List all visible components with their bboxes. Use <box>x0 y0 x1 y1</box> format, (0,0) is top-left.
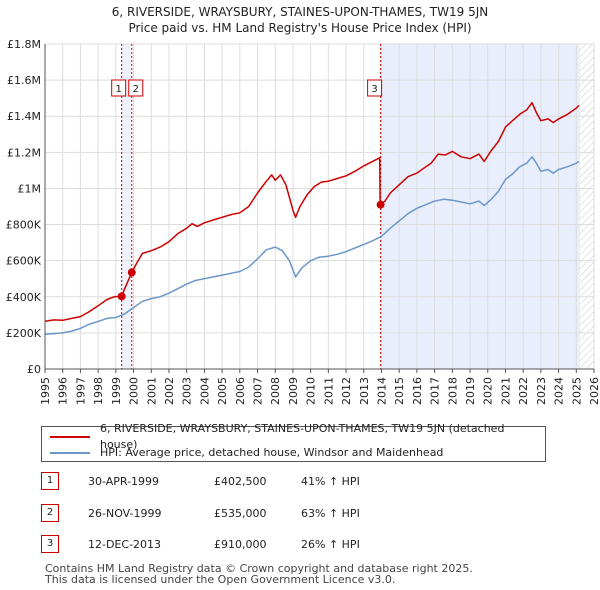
x-tick-label: 1998 <box>92 377 105 405</box>
shaded-period <box>380 44 580 369</box>
sale-label: 3 <box>371 84 377 95</box>
sale-band <box>121 44 132 369</box>
sale-badge: 2 <box>41 504 59 522</box>
sale-point <box>117 292 126 301</box>
x-tick-label: 2026 <box>588 377 600 405</box>
x-tick-label: 1995 <box>39 377 52 405</box>
x-tick-label: 2000 <box>128 377 141 405</box>
chart-title: 6, RIVERSIDE, WRAYSBURY, STAINES-UPON-TH… <box>0 4 600 36</box>
x-tick-label: 2013 <box>358 377 371 405</box>
sale-badge: 3 <box>41 535 59 553</box>
sale-date: 30-APR-1999 <box>88 475 160 488</box>
x-tick-label: 2007 <box>252 377 265 405</box>
legend-item-hpi: HPI: Average price, detached house, Wind… <box>50 445 443 461</box>
y-tick-label: £0 <box>27 363 41 376</box>
x-tick-label: 2015 <box>393 377 406 405</box>
x-tick-label: 2022 <box>517 377 530 405</box>
x-tick-label: 2019 <box>464 377 477 405</box>
x-tick-label: 2010 <box>305 377 318 405</box>
x-tick-label: 1996 <box>57 377 70 405</box>
y-tick-label: £1.6M <box>7 74 41 87</box>
x-tick-label: 2008 <box>269 377 282 405</box>
sale-label: 2 <box>133 84 139 95</box>
sale-date: 12-DEC-2013 <box>88 538 162 551</box>
legend-item-property: 6, RIVERSIDE, WRAYSBURY, STAINES-UPON-TH… <box>50 422 545 451</box>
legend-label-property: 6, RIVERSIDE, WRAYSBURY, STAINES-UPON-TH… <box>99 422 505 451</box>
x-tick-label: 2012 <box>340 377 353 405</box>
price-chart: 1 2 3 £0 £200K £400K £600K £800K £1M £1.2M £1.4M £… <box>6 38 600 405</box>
chart-title-line1: 6, RIVERSIDE, WRAYSBURY, STAINES-UPON-TH… <box>111 5 489 19</box>
x-tick-label: 2025 <box>570 377 583 405</box>
x-tick-label: 2024 <box>553 377 566 405</box>
x-tick-label: 2011 <box>322 377 335 405</box>
sale-hpi-change: 63% ↑ HPI <box>301 507 360 520</box>
chart-legend: 6, RIVERSIDE, WRAYSBURY, STAINES-UPON-TH… <box>41 422 546 462</box>
y-tick-label: £200K <box>6 327 42 340</box>
sale-badge: 1 <box>41 472 59 490</box>
sale-label-box <box>128 79 144 97</box>
sale-hpi-change: 41% ↑ HPI <box>301 475 360 488</box>
x-tick-label: 2014 <box>375 377 388 405</box>
x-tick-label: 2023 <box>535 377 548 405</box>
sale-price: £402,500 <box>214 475 267 488</box>
footer-line1: Contains HM Land Registry data © Crown c… <box>45 562 473 575</box>
footer-attribution: Contains HM Land Registry data © Crown c… <box>45 563 473 585</box>
x-tick-label: 2016 <box>411 377 424 405</box>
x-tick-label: 2005 <box>216 377 229 405</box>
sale-hpi-change: 26% ↑ HPI <box>301 538 360 551</box>
property-price-line <box>45 101 580 322</box>
x-tick-label: 2017 <box>429 377 442 405</box>
x-tick-label: 2002 <box>163 377 176 405</box>
x-tick-label: 2003 <box>181 377 194 405</box>
legend-label-hpi: HPI: Average price, detached house, Wind… <box>100 446 444 459</box>
footer-line2: This data is licensed under the Open Gov… <box>45 573 396 586</box>
x-tick-label: 2021 <box>499 377 512 405</box>
sale-label-box <box>111 79 127 97</box>
x-tick-label: 2009 <box>287 377 300 405</box>
y-tick-label: £800K <box>6 219 42 232</box>
legend-swatch-property <box>50 436 90 438</box>
sale-price: £535,000 <box>214 507 267 520</box>
sale-point <box>376 200 385 209</box>
sale-price: £910,000 <box>214 538 267 551</box>
sale-label: 1 <box>115 84 121 95</box>
y-tick-label: £400K <box>6 291 42 304</box>
chart-title-line2: Price paid vs. HM Land Registry's House … <box>128 21 472 35</box>
hpi-line <box>45 156 580 335</box>
legend-swatch-hpi <box>50 452 90 454</box>
x-tick-label: 2004 <box>198 377 211 405</box>
y-tick-label: £1M <box>18 182 42 195</box>
y-tick-label: £1.8M <box>7 38 41 51</box>
x-tick-label: 2018 <box>446 377 459 405</box>
x-tick-label: 2001 <box>145 377 158 405</box>
x-tick-label: 1999 <box>110 377 123 405</box>
sale-point <box>127 268 136 277</box>
sale-date: 26-NOV-1999 <box>88 507 162 520</box>
sale-label-box <box>367 79 383 97</box>
y-tick-label: £1.4M <box>7 110 41 123</box>
x-tick-label: 2006 <box>234 377 247 405</box>
x-tick-label: 2020 <box>482 377 495 405</box>
y-tick-label: £600K <box>6 255 42 268</box>
y-tick-label: £1.2M <box>7 146 41 159</box>
future-hatch <box>579 44 594 369</box>
x-tick-label: 1997 <box>74 377 87 405</box>
